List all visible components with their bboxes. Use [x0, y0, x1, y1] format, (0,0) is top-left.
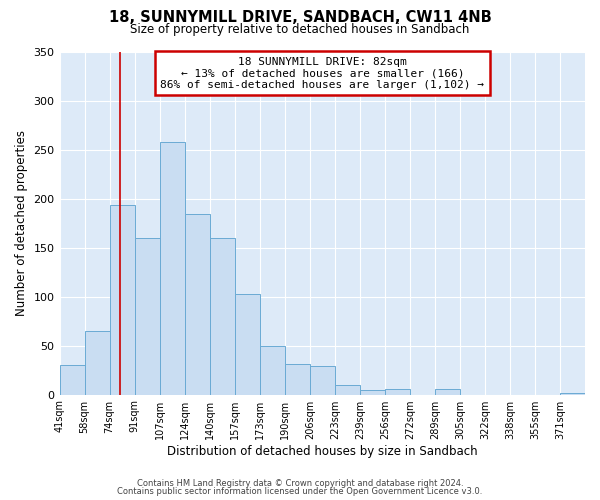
- Bar: [235, 294, 260, 394]
- Text: Size of property relative to detached houses in Sandbach: Size of property relative to detached ho…: [130, 22, 470, 36]
- Text: Contains public sector information licensed under the Open Government Licence v3: Contains public sector information licen…: [118, 487, 482, 496]
- Y-axis label: Number of detached properties: Number of detached properties: [15, 130, 28, 316]
- Text: 18, SUNNYMILL DRIVE, SANDBACH, CW11 4NB: 18, SUNNYMILL DRIVE, SANDBACH, CW11 4NB: [109, 10, 491, 25]
- X-axis label: Distribution of detached houses by size in Sandbach: Distribution of detached houses by size …: [167, 444, 478, 458]
- Text: Contains HM Land Registry data © Crown copyright and database right 2024.: Contains HM Land Registry data © Crown c…: [137, 478, 463, 488]
- Bar: [85, 331, 110, 394]
- Bar: [560, 392, 585, 394]
- Bar: [360, 390, 385, 394]
- Bar: [435, 388, 460, 394]
- Bar: [285, 364, 310, 394]
- Bar: [385, 388, 410, 394]
- Bar: [260, 346, 285, 395]
- Bar: [59, 365, 85, 394]
- Bar: [110, 206, 134, 394]
- Bar: [335, 385, 360, 394]
- Text: 18 SUNNYMILL DRIVE: 82sqm
← 13% of detached houses are smaller (166)
86% of semi: 18 SUNNYMILL DRIVE: 82sqm ← 13% of detac…: [160, 56, 484, 90]
- Bar: [160, 142, 185, 394]
- Bar: [134, 238, 160, 394]
- Bar: [185, 214, 209, 394]
- Bar: [310, 366, 335, 394]
- Bar: [209, 238, 235, 394]
